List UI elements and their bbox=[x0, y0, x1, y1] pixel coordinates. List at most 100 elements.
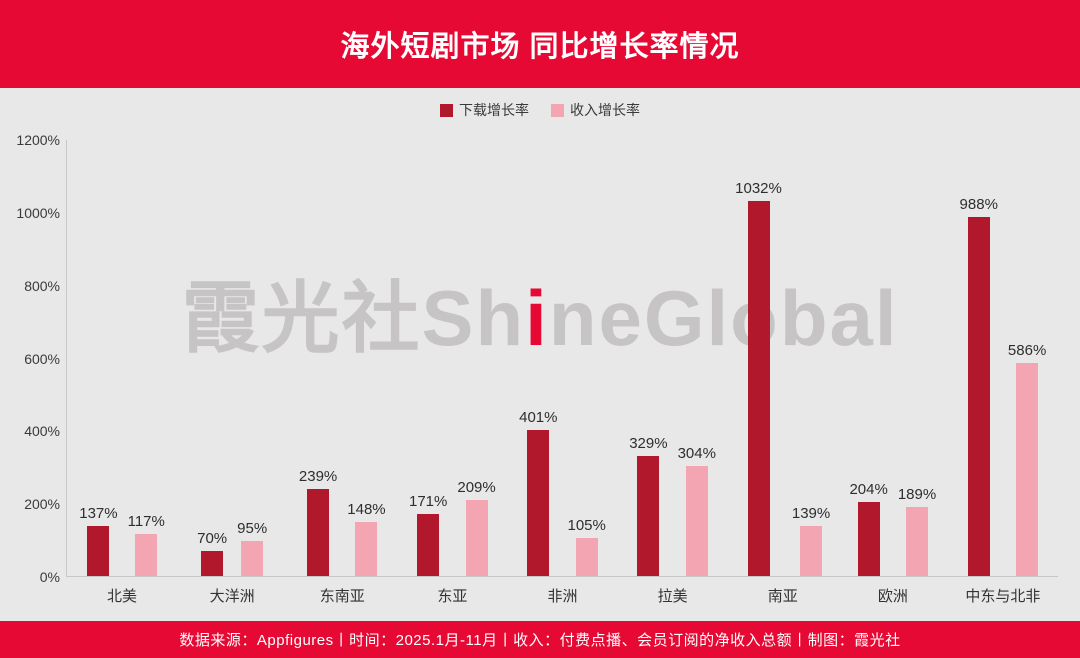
bar-pair: 70% 95% bbox=[177, 140, 287, 576]
page-title: 海外短剧市场 同比增长率情况 bbox=[340, 31, 740, 63]
y-axis-label: 200% bbox=[24, 496, 60, 513]
bar-group: 988% 586% 中东与北非 bbox=[948, 140, 1058, 605]
y-axis-label: 400% bbox=[24, 423, 60, 440]
watermark-red-letter: i bbox=[525, 274, 549, 362]
bar-group: 204% 189% 欧洲 bbox=[838, 140, 948, 605]
x-axis-label: 东南亚 bbox=[319, 588, 365, 605]
bar-下载增长率 bbox=[201, 550, 224, 576]
bar-收入增长率 bbox=[1016, 363, 1039, 576]
bar-value-label: 239% bbox=[298, 468, 338, 486]
bar-value-label: 70% bbox=[197, 529, 228, 547]
bar-column: 239% bbox=[299, 140, 337, 576]
y-axis: 0% 200% 400% 600% 800% 1000% 1200% bbox=[16, 132, 66, 585]
x-axis-label: 东亚 bbox=[437, 588, 468, 605]
bar-pair: 137% 117% bbox=[67, 140, 177, 576]
bar-group: 329% 304% 拉美 bbox=[618, 140, 728, 605]
y-axis-label: 1000% bbox=[16, 204, 60, 221]
bar-column: 586% bbox=[1008, 140, 1046, 576]
bar-value-label: 401% bbox=[519, 409, 558, 427]
bar-下载增长率 bbox=[967, 217, 990, 576]
bar-收入增长率 bbox=[685, 465, 708, 576]
bar-value-label: 105% bbox=[567, 516, 606, 534]
bar-下载增长率 bbox=[307, 489, 330, 576]
x-axis-label: 大洋洲 bbox=[209, 588, 255, 605]
bar-column: 117% bbox=[128, 140, 165, 576]
bar-value-label: 171% bbox=[409, 492, 448, 510]
bar-pair: 988% 586% bbox=[948, 140, 1058, 576]
x-axis-label: 南亚 bbox=[767, 588, 798, 605]
bar-column: 189% bbox=[898, 140, 936, 576]
bar-value-label: 117% bbox=[127, 512, 165, 530]
bar-下载增长率 bbox=[527, 430, 550, 576]
bar-pair: 1032% 139% bbox=[728, 140, 838, 576]
chart-legend: 下载增长率 收入增长率 bbox=[0, 100, 1080, 120]
x-axis-label: 非洲 bbox=[547, 588, 578, 605]
bar-column: 988% bbox=[960, 140, 998, 576]
bar-下载增长率 bbox=[87, 526, 110, 576]
legend-item: 收入增长率 bbox=[551, 100, 640, 120]
bar-column: 137% bbox=[79, 140, 118, 576]
bar-收入增长率 bbox=[800, 525, 823, 576]
bar-收入增长率 bbox=[135, 533, 158, 576]
y-axis-label: 1200% bbox=[16, 132, 60, 148]
bar-下载增长率 bbox=[417, 513, 440, 576]
bar-value-label: 988% bbox=[959, 196, 998, 214]
bar-column: 95% bbox=[237, 140, 267, 576]
y-axis-label: 0% bbox=[39, 569, 60, 585]
bar-group: 171% 209% 东亚 bbox=[397, 140, 507, 605]
bar-chart: 0% 200% 400% 600% 800% 1000% 1200% 137% 117% 北美 7… bbox=[16, 132, 1058, 605]
bar-column: 204% bbox=[849, 140, 888, 576]
bar-pair: 171% 209% bbox=[397, 140, 507, 576]
bar-value-label: 209% bbox=[457, 479, 496, 497]
bar-group: 137% 117% 北美 bbox=[67, 140, 177, 605]
bar-pair: 329% 304% bbox=[618, 140, 728, 576]
y-axis-label: 600% bbox=[24, 350, 60, 367]
bar-column: 105% bbox=[567, 140, 606, 576]
bar-pair: 204% 189% bbox=[838, 140, 948, 576]
bar-column: 329% bbox=[629, 140, 668, 576]
bar-column: 1032% bbox=[735, 140, 782, 576]
legend-label: 下载增长率 bbox=[459, 102, 529, 118]
legend-swatch bbox=[440, 103, 453, 117]
bar-value-label: 139% bbox=[791, 504, 831, 522]
footer-banner: 数据来源：Appfigures丨时间：2025.1月-11月丨收入：付费点播、会… bbox=[0, 621, 1080, 658]
bar-value-label: 586% bbox=[1007, 342, 1047, 360]
bar-column: 139% bbox=[792, 140, 830, 576]
bar-value-label: 189% bbox=[897, 486, 937, 504]
bar-value-label: 137% bbox=[79, 505, 118, 523]
bar-column: 209% bbox=[457, 140, 496, 576]
bar-column: 401% bbox=[519, 140, 557, 576]
x-axis-label: 拉美 bbox=[657, 588, 688, 605]
bar-value-label: 148% bbox=[347, 501, 386, 519]
bar-group: 401% 105% 非洲 bbox=[507, 140, 617, 605]
bar-收入增长率 bbox=[355, 522, 378, 576]
x-axis-label: 北美 bbox=[107, 588, 138, 605]
bar-value-label: 95% bbox=[237, 520, 268, 538]
bar-column: 148% bbox=[347, 140, 386, 576]
bar-value-label: 1032% bbox=[735, 180, 782, 198]
y-axis-label: 800% bbox=[24, 277, 60, 294]
plot-area: 137% 117% 北美 70% 95% 大洋洲 239% 148% 东南亚 171% 209% 东亚… bbox=[66, 140, 1058, 605]
bar-下载增长率 bbox=[747, 201, 770, 576]
bar-收入增长率 bbox=[241, 541, 264, 576]
bar-收入增长率 bbox=[465, 500, 488, 576]
bar-收入增长率 bbox=[575, 537, 598, 576]
bar-column: 70% bbox=[197, 140, 227, 576]
header-banner: 海外短剧市场 同比增长率情况 bbox=[0, 0, 1080, 88]
bar-收入增长率 bbox=[906, 507, 928, 576]
legend-item: 下载增长率 bbox=[440, 100, 529, 120]
source-note: 数据来源：Appfigures丨时间：2025.1月-11月丨收入：付费点播、会… bbox=[179, 632, 901, 649]
bar-下载增长率 bbox=[637, 456, 660, 576]
legend-swatch bbox=[551, 103, 564, 117]
bar-value-label: 204% bbox=[849, 480, 888, 498]
x-axis-label: 欧洲 bbox=[877, 588, 908, 605]
watermark-text-right: neGlobal bbox=[548, 274, 899, 362]
bar-group: 70% 95% 大洋洲 bbox=[177, 140, 287, 605]
watermark: 霞光社ShineGlobal bbox=[0, 256, 1080, 368]
bar-下载增长率 bbox=[857, 501, 880, 576]
bar-value-label: 304% bbox=[677, 444, 716, 462]
bar-column: 171% bbox=[409, 140, 447, 576]
watermark-text-left: 霞光社Sh bbox=[181, 274, 526, 362]
bar-column: 304% bbox=[678, 140, 716, 576]
